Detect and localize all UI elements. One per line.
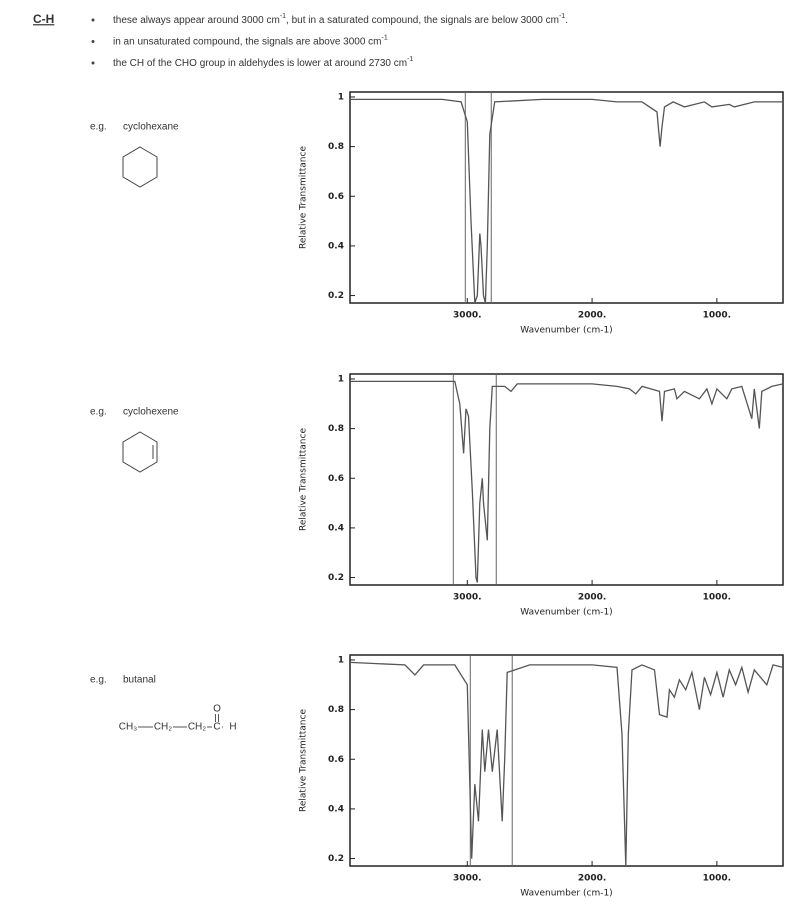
formula-part: C [213,722,220,733]
y-tick-label: 0.6 [328,474,344,484]
x-tick-label: 1000. [703,593,731,603]
text-run: the CH of the CHO group in aldehydes is … [113,58,407,69]
formula-oxygen: O [213,704,221,715]
y-tick-label: 1 [338,655,344,665]
bullet-dot [91,40,95,43]
y-tick-label: 0.2 [328,573,344,583]
y-tick-label: 0.8 [328,142,344,152]
example-name: cyclohexane [123,122,179,133]
plot-frame [349,373,784,586]
formula-part: CH₂ [188,722,206,733]
y-tick-label: 0.6 [328,755,344,765]
x-tick-label: 1000. [703,874,731,884]
x-tick-label: 3000. [453,874,481,884]
bullet-dot [91,18,95,22]
x-axis-title: Wavenumber (cm-1) [520,889,612,899]
superscript: -1 [382,35,388,42]
superscript: -1 [559,13,565,20]
bullet-text: in an unsaturated compound, the signals … [113,35,388,47]
spectrum-line [350,380,784,583]
y-axis-title: Relative Transmittance [299,428,309,531]
y-tick-label: 0.8 [328,705,344,715]
x-tick-label: 2000. [578,593,606,603]
example-name: cyclohexene [123,407,179,418]
x-tick-label: 2000. [578,311,606,321]
plot-frame [349,91,784,304]
x-tick-label: 2000. [578,874,606,884]
text-run: , but in a saturated compound, the signa… [286,15,559,26]
formula-part: H [229,722,236,733]
spectrum-line [349,661,784,867]
y-tick-label: 0.2 [328,291,344,301]
y-tick-label: 1 [338,92,344,102]
plot-frame [349,654,784,867]
x-tick-label: 3000. [453,311,481,321]
y-tick-label: 0.8 [328,424,344,434]
example-prefix: e.g. [90,407,107,418]
y-tick-label: 0.6 [328,192,344,202]
bullet-text: these always appear around 3000 cm-1, bu… [113,13,568,25]
example-name: butanal [123,675,156,686]
superscript: -1 [280,13,286,20]
y-tick-label: 0.4 [328,804,344,814]
y-tick-label: 0.4 [328,241,344,251]
text-run: these always appear around 3000 cm [113,15,280,26]
text-run: in an unsaturated compound, the signals … [113,36,382,47]
cyclohexane-ring [122,146,158,188]
x-axis-title: Wavenumber (cm-1) [520,326,612,336]
x-axis-title: Wavenumber (cm-1) [520,608,612,618]
formula-part: CH₂ [154,722,172,733]
y-tick-label: 0.4 [328,523,344,533]
bullet-text: the CH of the CHO group in aldehydes is … [113,56,413,68]
text-run: . [565,15,568,26]
x-tick-label: 1000. [703,311,731,321]
formula-part: CH₃ [119,722,138,733]
y-axis-title: Relative Transmittance [299,709,309,812]
y-tick-label: 0.2 [328,854,344,864]
section-label: C-H [33,12,54,26]
example-prefix: e.g. [90,675,107,686]
y-tick-label: 1 [338,374,344,384]
y-axis-title: Relative Transmittance [299,146,309,249]
superscript: -1 [407,56,413,63]
bullet-dot [91,61,95,65]
example-prefix: e.g. [90,122,107,133]
x-tick-label: 3000. [453,593,481,603]
cyclohexene-ring [122,431,158,473]
spectrum-line [350,98,783,304]
